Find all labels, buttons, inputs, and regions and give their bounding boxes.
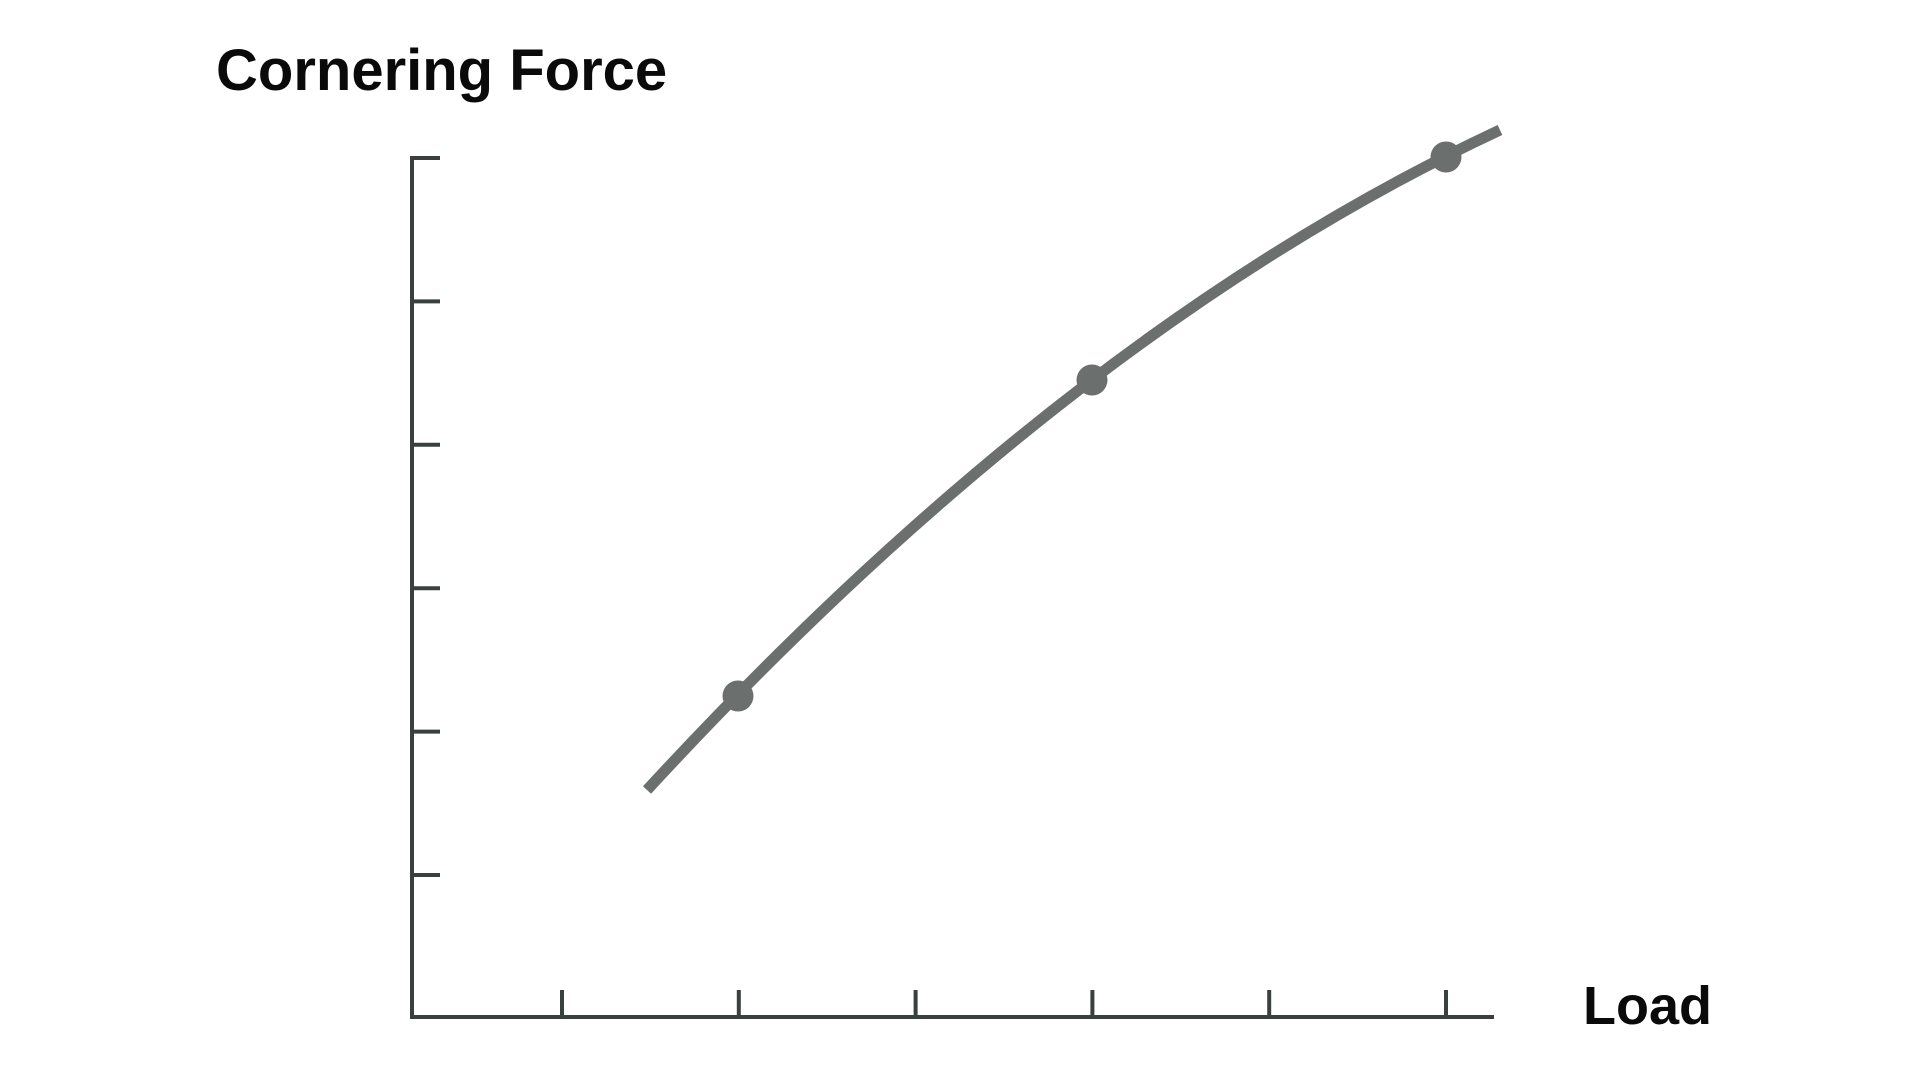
x-axis-title: Load <box>1583 976 1712 1036</box>
y-axis-title: Cornering Force <box>216 38 668 103</box>
axes-lines <box>410 156 1494 1019</box>
data-point-marker <box>1430 141 1462 173</box>
cornering-force-curve <box>642 125 1503 794</box>
data-point-marker <box>722 680 754 712</box>
data-point-marker <box>1076 364 1108 396</box>
